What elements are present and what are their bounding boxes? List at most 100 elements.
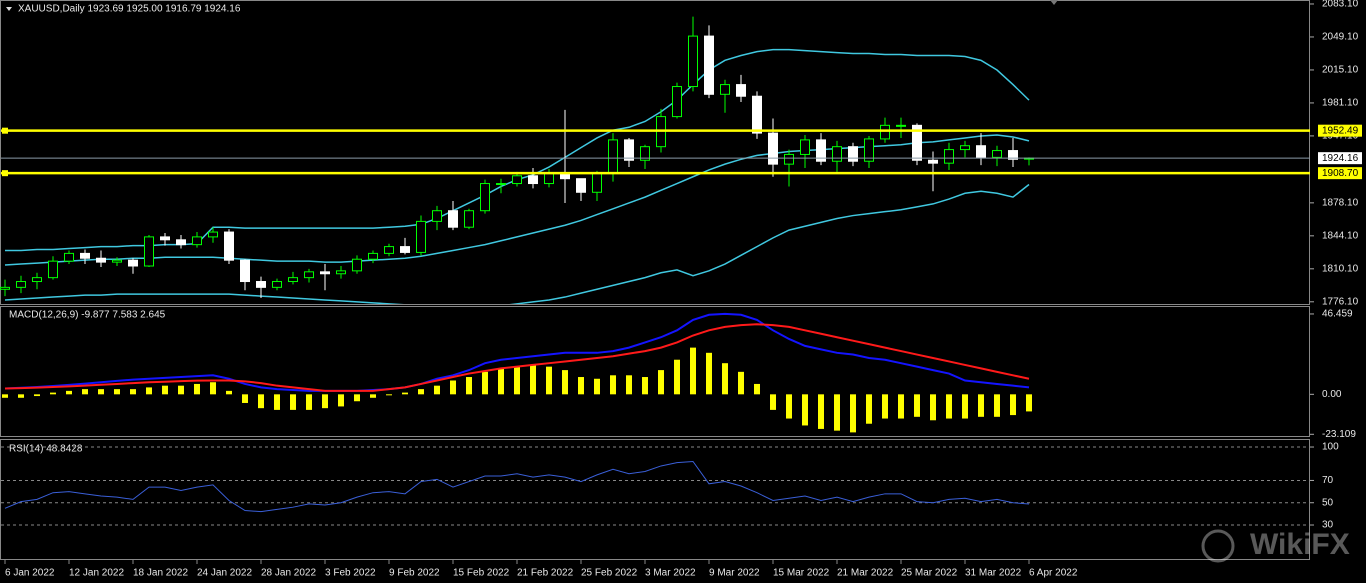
- candle-body: [0, 286, 10, 290]
- candle-body: [160, 236, 170, 241]
- x-tick-label: 31 Mar 2022: [965, 568, 1022, 579]
- candle-body: [976, 145, 986, 158]
- histogram-bar: [146, 387, 152, 395]
- histogram-bar: [786, 394, 792, 419]
- histogram-bar: [882, 394, 888, 419]
- histogram-bar: [338, 394, 344, 407]
- y-tick-label: 100: [1322, 442, 1339, 453]
- histogram-bar: [290, 394, 296, 410]
- candle-body: [144, 236, 154, 267]
- candle-body: [1008, 150, 1018, 160]
- y-tick-label: 1810.10: [1322, 263, 1359, 274]
- candle-body: [208, 231, 218, 238]
- last-price-box: [1318, 152, 1362, 165]
- candle-body: [352, 258, 362, 272]
- candle-body: [320, 271, 330, 275]
- candle-body: [992, 150, 1002, 158]
- histogram-bar: [18, 394, 24, 398]
- candle-body: [384, 246, 394, 254]
- candle-body: [464, 210, 474, 228]
- candle-body: [960, 145, 970, 151]
- histogram-bar: [546, 366, 552, 395]
- histogram-bar: [322, 394, 328, 409]
- histogram-bar: [754, 383, 760, 395]
- candle-body: [336, 270, 346, 275]
- rsi-line: [4, 460, 1030, 513]
- histogram-bar: [66, 390, 72, 395]
- candle-body: [816, 139, 826, 162]
- histogram-bar: [738, 371, 744, 395]
- y-tick-label: 1776.10: [1322, 296, 1359, 307]
- candle-body: [704, 35, 714, 95]
- candle-body: [64, 252, 74, 262]
- plot-area: [2, 312, 1032, 433]
- histogram-bar: [130, 389, 136, 395]
- y-tick-label: 2015.10: [1322, 65, 1359, 76]
- candle-body: [544, 172, 554, 185]
- candle-body: [112, 259, 122, 263]
- histogram-bar: [386, 394, 392, 396]
- rsi-panel-frame: [0, 439, 1310, 560]
- histogram-bar: [450, 380, 456, 395]
- level-box: [1318, 124, 1362, 137]
- y-tick-label: 1981.10: [1322, 98, 1359, 109]
- macd-title: MACD(12,26,9) -9.877 7.583 2.645: [9, 310, 166, 321]
- x-tick-label: 21 Mar 2022: [837, 568, 894, 579]
- band-line: [4, 134, 1030, 266]
- histogram-bar: [370, 394, 376, 398]
- candle-body: [192, 236, 202, 246]
- histogram-bar: [722, 363, 728, 395]
- y-tick-label: 70: [1322, 475, 1334, 486]
- candle-body: [368, 252, 378, 260]
- level-marker: [2, 170, 8, 177]
- x-tick-label: 24 Jan 2022: [197, 568, 252, 579]
- histogram-bar: [82, 389, 88, 395]
- level-marker: [2, 127, 8, 134]
- histogram-bar: [914, 394, 920, 417]
- candle-body: [880, 124, 890, 140]
- histogram-bar: [178, 385, 184, 395]
- histogram-bar: [818, 394, 824, 429]
- candle-body: [240, 259, 250, 283]
- macd-line: [4, 323, 1030, 392]
- x-tick-label: 6 Apr 2022: [1029, 568, 1078, 579]
- x-tick-label: 28 Jan 2022: [261, 568, 316, 579]
- candle-body: [48, 260, 58, 279]
- candle-body: [592, 172, 602, 193]
- y-tick-label: 30: [1322, 520, 1334, 531]
- histogram-bar: [930, 394, 936, 421]
- menu-triangle: [6, 7, 12, 11]
- histogram-bar: [274, 394, 280, 410]
- histogram-bar: [706, 352, 712, 395]
- histogram-bar: [530, 364, 536, 395]
- histogram-bar: [994, 394, 1000, 417]
- candle-body: [512, 175, 522, 185]
- histogram-bar: [1026, 394, 1032, 412]
- candle-body: [496, 183, 506, 186]
- level-label: 1908.70: [1322, 168, 1359, 179]
- histogram-bar: [978, 394, 984, 417]
- histogram-bar: [594, 378, 600, 395]
- macd-panel-frame: [0, 306, 1310, 437]
- candle-body: [768, 132, 778, 165]
- candle-body: [576, 178, 586, 193]
- candle-body: [672, 86, 682, 118]
- watermark: WikiFX: [1250, 528, 1350, 561]
- x-tick-label: 12 Jan 2022: [69, 568, 124, 579]
- histogram-bar: [306, 394, 312, 410]
- histogram-bar: [98, 389, 104, 395]
- candle-body: [624, 139, 634, 161]
- x-tick-label: 9 Mar 2022: [709, 568, 760, 579]
- y-tick-label: 2049.10: [1322, 32, 1359, 43]
- histogram-bar: [258, 394, 264, 409]
- candle-body: [176, 239, 186, 246]
- shift-marker: [1050, 0, 1058, 5]
- candle-body: [304, 271, 314, 279]
- histogram-bar: [210, 382, 216, 395]
- y-tick-label: 46.459: [1322, 309, 1353, 320]
- candle-body: [16, 281, 26, 288]
- candle-body: [96, 257, 106, 263]
- candle-body: [944, 149, 954, 164]
- histogram-bar: [658, 370, 664, 395]
